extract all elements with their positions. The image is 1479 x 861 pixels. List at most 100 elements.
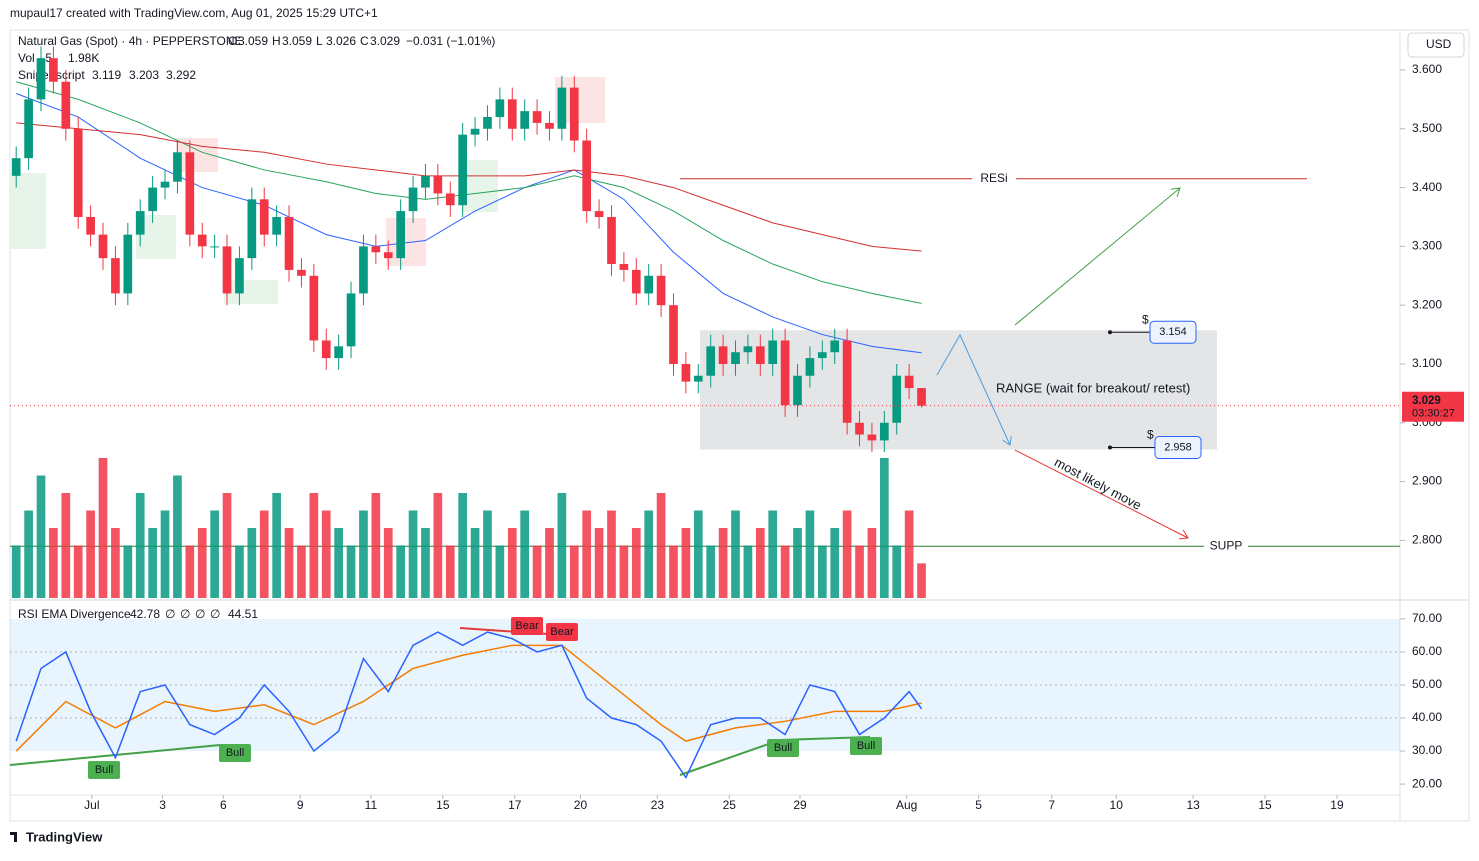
price-tag — [1402, 391, 1464, 422]
signal-label: Bear — [515, 620, 539, 632]
y-tick-label: 3.200 — [1412, 297, 1442, 311]
candle-body — [197, 234, 207, 247]
y-tick-label: 70.00 — [1412, 611, 1442, 625]
candle-body — [483, 117, 492, 129]
currency-mark: $ — [1147, 428, 1154, 442]
x-tick-label: 9 — [297, 798, 304, 812]
candle-body — [321, 340, 331, 359]
signal-box — [850, 737, 882, 755]
x-tick-label: 29 — [793, 798, 807, 812]
volume-bar — [706, 545, 716, 598]
volume-bar — [830, 528, 840, 598]
divergence — [9, 744, 221, 766]
candle-body — [693, 375, 703, 382]
volume-bar — [520, 510, 530, 598]
y-tick-label: 30.00 — [1412, 743, 1442, 757]
volume-bar — [210, 510, 219, 598]
volume-bar — [123, 545, 133, 598]
x-tick-label: 23 — [651, 798, 665, 812]
candle-body — [123, 234, 133, 294]
volume-bar — [582, 510, 592, 598]
candle-body — [309, 275, 319, 341]
candle-body — [768, 340, 778, 364]
candle-body — [904, 375, 914, 389]
plot: 3.6003.5003.4003.3003.2003.1003.0002.900… — [9, 46, 1464, 812]
vol-label: Vol · 5 — [18, 51, 52, 65]
candle-body — [458, 134, 468, 206]
ohlc-value: 3.026 — [326, 34, 356, 48]
volume-bar — [247, 528, 257, 598]
candle-body — [718, 346, 728, 364]
candle-body — [594, 211, 604, 217]
signal-box — [767, 739, 799, 757]
signal-box — [219, 744, 251, 762]
volume-bar — [855, 545, 864, 598]
volume-bar — [135, 493, 145, 598]
volume-bar — [371, 493, 381, 598]
candle-body — [867, 434, 877, 441]
x-tick-label: 10 — [1110, 798, 1124, 812]
candle-body — [755, 346, 765, 364]
level-dot — [1108, 330, 1112, 335]
volume-bar — [817, 545, 827, 598]
signal-box — [88, 761, 120, 779]
volume-bar — [805, 510, 815, 598]
candle-body — [185, 152, 195, 235]
candle-body — [495, 99, 505, 118]
rsi-value: 42.78 — [130, 607, 160, 621]
volume-bar — [594, 528, 604, 598]
legend: O 3.059 H 3.059 L 3.026 C 3.029 −0.031 (−1.01%)V… — [18, 34, 495, 621]
volume-bar — [867, 528, 877, 598]
currency[interactable]: USD — [1426, 37, 1452, 51]
ohlc-key: L — [316, 34, 323, 48]
volume-bar — [421, 528, 430, 598]
volume-bar — [693, 510, 703, 598]
volume-bar — [445, 545, 455, 598]
frame — [9, 29, 1470, 822]
candle-body — [470, 128, 480, 135]
y-tick-label: 40.00 — [1412, 710, 1442, 724]
candle-body — [805, 358, 815, 376]
x-tick-label: 7 — [1048, 798, 1055, 812]
candle-body — [284, 216, 294, 270]
zone — [224, 280, 278, 304]
x-tick-label: 15 — [1258, 798, 1272, 812]
volume-bar — [222, 493, 232, 598]
volume-bar — [569, 545, 579, 598]
candle-body — [817, 352, 827, 359]
y-tick-label: 3.400 — [1412, 180, 1442, 194]
price-tag-value: 3.029 — [1412, 395, 1441, 407]
volume-bar — [321, 510, 331, 598]
y-tick-label: 3.100 — [1412, 356, 1442, 370]
candle-body — [148, 187, 157, 212]
volume-bar — [669, 545, 678, 598]
volume-bar — [532, 545, 542, 598]
volume-bar — [917, 563, 926, 598]
candle-body — [706, 346, 716, 376]
candle-body — [396, 211, 405, 259]
volume-bar — [842, 510, 852, 598]
currency-button[interactable] — [1407, 32, 1465, 58]
candle-body — [11, 158, 21, 176]
countdown: 03:30:27 — [1412, 408, 1455, 420]
signal-label: Bear — [550, 626, 574, 638]
volume-bar — [383, 528, 393, 598]
candle-body — [160, 181, 170, 188]
y-tick-label: 60.00 — [1412, 644, 1442, 658]
rsi-value: ∅ — [195, 607, 205, 621]
rsi-label: RSI EMA Divergence — [18, 607, 131, 621]
signal-box — [546, 623, 578, 641]
volume-bar — [111, 528, 120, 598]
candle-body — [98, 234, 108, 259]
volume-bar — [49, 528, 58, 598]
sniper-value: 3.203 — [129, 68, 159, 82]
ohlc-value: 3.059 — [238, 34, 268, 48]
candle-body — [36, 58, 46, 100]
candle-body — [259, 199, 269, 235]
x-tick-label: 20 — [574, 798, 588, 812]
volume-bar — [185, 545, 195, 598]
volume-bar — [24, 510, 33, 598]
candle-body — [855, 422, 864, 435]
